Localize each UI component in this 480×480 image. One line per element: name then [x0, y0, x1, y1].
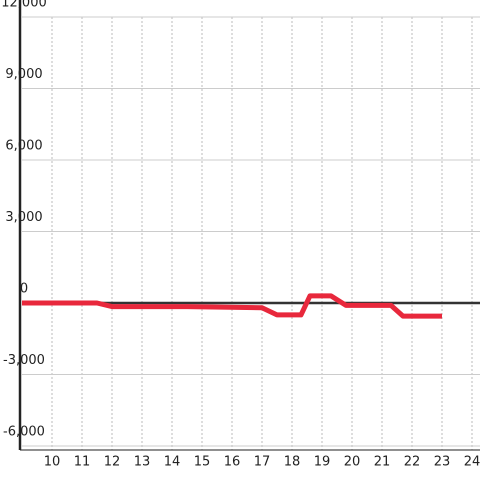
x-tick-label: 12	[104, 455, 121, 470]
x-tick-label: 13	[134, 455, 151, 470]
x-tick-label: 23	[434, 455, 451, 470]
x-tick-label: 20	[344, 455, 361, 470]
y-tick-label: 6,000	[5, 139, 42, 154]
x-tick-label: 10	[44, 455, 61, 470]
y-tick-label: 3,000	[5, 210, 42, 225]
y-tick-label: 0	[20, 282, 28, 297]
x-tick-label: 16	[224, 455, 241, 470]
y-tick-label: 12,000	[1, 0, 47, 11]
x-tick-label: 19	[314, 455, 331, 470]
x-tick-label: 18	[284, 455, 301, 470]
data-line	[22, 293, 442, 319]
y-tick-label: -3,000	[3, 353, 45, 368]
x-tick-label: 17	[254, 455, 271, 470]
x-tick-label: 11	[74, 455, 91, 470]
y-tick-label: -6,000	[3, 425, 45, 440]
y-tick-label: 9,000	[5, 67, 42, 82]
x-tick-label: 15	[194, 455, 211, 470]
x-tick-label: 21	[374, 455, 391, 470]
x-tick-label: 24	[464, 455, 480, 470]
x-tick-label: 22	[404, 455, 421, 470]
x-tick-label: 14	[164, 455, 181, 470]
